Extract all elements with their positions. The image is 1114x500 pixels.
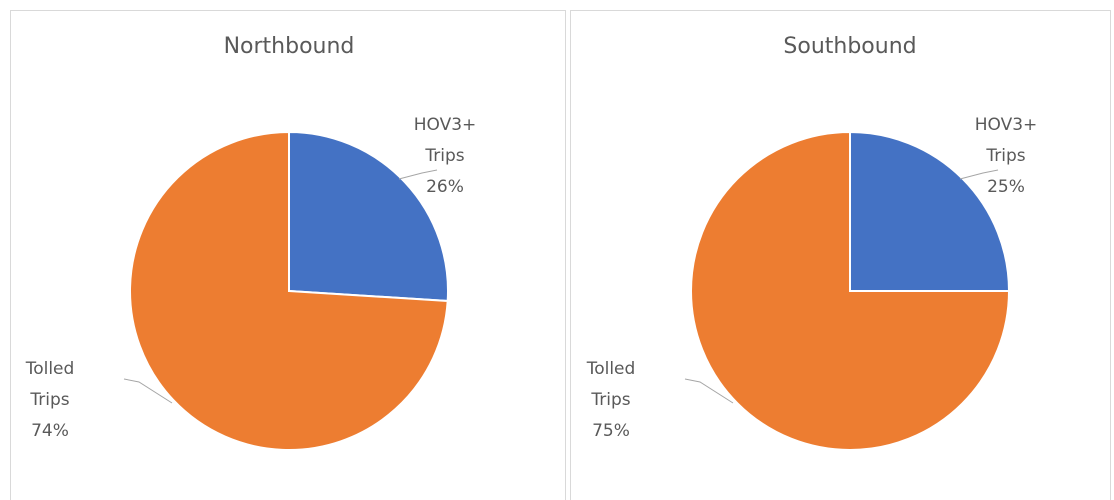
value-label: 26%: [426, 177, 464, 197]
leader-line: [123, 378, 173, 404]
panel-border: [570, 10, 1111, 500]
value-label: 25%: [987, 177, 1025, 197]
value-label: 75%: [592, 421, 630, 441]
category-label: Tolled Trips: [586, 359, 636, 410]
leader-line: [398, 169, 438, 180]
leader-line: [684, 378, 734, 404]
data-label: HOV3+ Trips 25%: [974, 110, 1038, 203]
category-label: HOV3+ Trips: [974, 115, 1038, 166]
leader-line: [959, 169, 999, 180]
value-label: 74%: [31, 421, 69, 441]
pie-slice: [288, 130, 449, 303]
data-label: Tolled Trips 74%: [18, 354, 82, 447]
pie-slice: [690, 130, 1011, 451]
data-label: Tolled Trips 75%: [579, 354, 643, 447]
panel-border: [10, 10, 566, 500]
data-label: HOV3+ Trips 26%: [413, 110, 477, 203]
chart-title: Southbound: [783, 34, 917, 59]
category-label: HOV3+ Trips: [413, 115, 477, 166]
category-label: Tolled Trips: [25, 359, 75, 410]
chart-title: Northbound: [223, 34, 355, 59]
pie-slice: [129, 130, 449, 451]
